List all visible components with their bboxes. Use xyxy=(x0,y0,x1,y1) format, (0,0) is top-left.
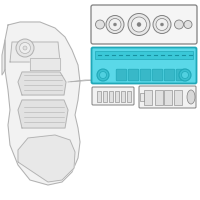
Ellipse shape xyxy=(187,90,195,104)
Bar xyxy=(121,91,125,102)
Circle shape xyxy=(184,21,192,28)
Polygon shape xyxy=(2,40,5,75)
Circle shape xyxy=(96,20,104,29)
Polygon shape xyxy=(18,72,66,95)
Polygon shape xyxy=(10,42,60,62)
Circle shape xyxy=(160,23,164,26)
Bar xyxy=(127,91,131,102)
FancyBboxPatch shape xyxy=(140,69,151,81)
Polygon shape xyxy=(18,135,75,182)
Bar xyxy=(109,91,113,102)
Bar xyxy=(140,93,144,101)
Circle shape xyxy=(137,22,141,26)
Circle shape xyxy=(128,14,150,36)
Bar xyxy=(97,91,101,102)
Circle shape xyxy=(179,69,191,81)
Bar xyxy=(144,90,152,105)
Circle shape xyxy=(106,16,124,33)
Circle shape xyxy=(182,72,188,78)
Circle shape xyxy=(114,23,116,26)
Polygon shape xyxy=(5,22,80,185)
FancyBboxPatch shape xyxy=(152,69,163,81)
Bar xyxy=(155,90,163,105)
Bar xyxy=(103,91,107,102)
FancyBboxPatch shape xyxy=(139,86,196,108)
FancyBboxPatch shape xyxy=(164,69,175,81)
Circle shape xyxy=(20,43,30,53)
Circle shape xyxy=(132,17,146,32)
FancyBboxPatch shape xyxy=(128,69,139,81)
FancyBboxPatch shape xyxy=(176,69,187,81)
FancyBboxPatch shape xyxy=(91,5,197,44)
Bar xyxy=(174,90,182,105)
Circle shape xyxy=(156,19,168,30)
Bar xyxy=(164,90,172,105)
Circle shape xyxy=(153,16,171,33)
Circle shape xyxy=(100,72,106,78)
Bar xyxy=(115,91,119,102)
FancyBboxPatch shape xyxy=(92,47,196,84)
Bar xyxy=(95,51,193,59)
Circle shape xyxy=(97,69,109,81)
Circle shape xyxy=(16,39,34,57)
Polygon shape xyxy=(30,58,60,70)
Circle shape xyxy=(23,46,27,50)
Circle shape xyxy=(174,20,184,29)
Polygon shape xyxy=(18,100,68,128)
Circle shape xyxy=(109,19,121,30)
FancyBboxPatch shape xyxy=(92,87,134,105)
FancyBboxPatch shape xyxy=(116,69,127,81)
